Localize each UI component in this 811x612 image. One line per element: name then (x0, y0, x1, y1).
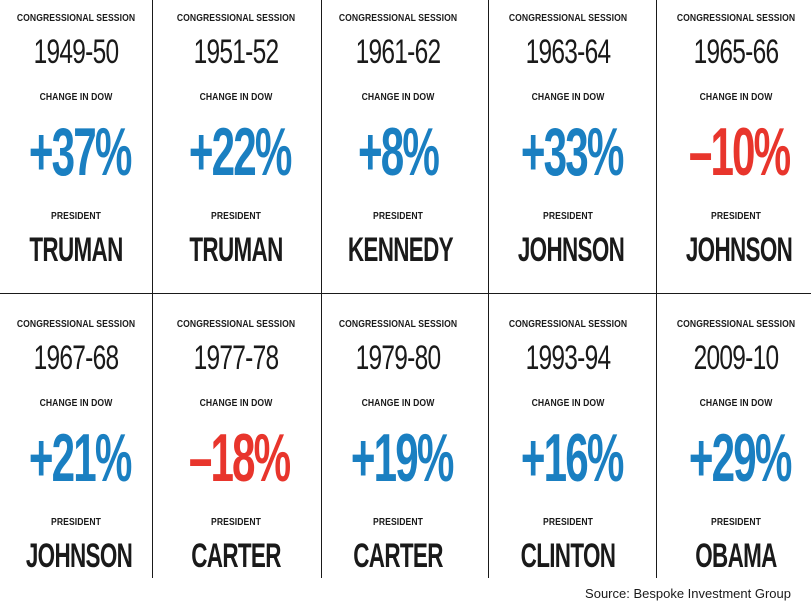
session-cell: CONGRESSIONAL SESSION 1949-50 CHANGE IN DO… (0, 0, 152, 290)
dow-by-congress-grid: CONGRESSIONAL SESSION 1949-50 CHANGE IN DO… (0, 0, 811, 578)
session-label: CONGRESSIONAL SESSION (508, 12, 628, 24)
president-name: JOHNSON (517, 231, 625, 269)
session-label: CONGRESSIONAL SESSION (176, 318, 296, 330)
dow-change-value: +21% (28, 420, 132, 496)
president-label: PRESIDENT (710, 516, 762, 528)
column-divider (152, 0, 153, 578)
session-cell: CONGRESSIONAL SESSION 1979-80 CHANGE IN DO… (322, 306, 474, 596)
president-label: PRESIDENT (210, 516, 262, 528)
session-label: CONGRESSIONAL SESSION (16, 12, 136, 24)
president-label: PRESIDENT (210, 210, 262, 222)
session-cell: CONGRESSIONAL SESSION 1967-68 CHANGE IN DO… (0, 306, 152, 596)
change-label: CHANGE IN DOW (361, 91, 435, 103)
session-years: 1961-62 (355, 33, 442, 71)
change-label: CHANGE IN DOW (361, 397, 435, 409)
change-label: CHANGE IN DOW (39, 91, 113, 103)
session-label: CONGRESSIONAL SESSION (16, 318, 136, 330)
session-label: CONGRESSIONAL SESSION (508, 318, 628, 330)
change-label: CHANGE IN DOW (699, 397, 773, 409)
dow-change-value: +22% (188, 114, 292, 190)
change-label: CHANGE IN DOW (199, 397, 273, 409)
change-label: CHANGE IN DOW (531, 397, 605, 409)
president-label: PRESIDENT (710, 210, 762, 222)
change-label: CHANGE IN DOW (699, 91, 773, 103)
session-years: 1963-64 (525, 33, 612, 71)
session-label: CONGRESSIONAL SESSION (176, 12, 296, 24)
session-years: 1951-52 (193, 33, 280, 71)
row-divider (0, 293, 811, 294)
dow-change-value: –10% (688, 114, 791, 190)
president-name: CARTER (191, 537, 281, 575)
dow-change-value: +8% (358, 114, 440, 190)
dow-change-value: +19% (350, 420, 454, 496)
session-cell: CONGRESSIONAL SESSION 1965-66 CHANGE IN DO… (660, 0, 811, 290)
column-divider (321, 0, 322, 578)
president-label: PRESIDENT (372, 516, 424, 528)
dow-change-value: +37% (28, 114, 132, 190)
dow-change-value: –18% (188, 420, 291, 496)
session-years: 1949-50 (33, 33, 120, 71)
president-name: TRUMAN (29, 231, 123, 269)
president-label: PRESIDENT (50, 516, 102, 528)
session-cell: CONGRESSIONAL SESSION 1993-94 CHANGE IN DO… (492, 306, 644, 596)
session-years: 1967-68 (33, 339, 120, 377)
session-label: CONGRESSIONAL SESSION (676, 318, 796, 330)
president-name: KENNEDY (347, 231, 454, 269)
column-divider (488, 0, 489, 578)
president-name: TRUMAN (189, 231, 283, 269)
president-name: JOHNSON (25, 537, 133, 575)
session-years: 2009-10 (693, 339, 780, 377)
president-name: JOHNSON (685, 231, 793, 269)
dow-change-value: +33% (520, 114, 624, 190)
change-label: CHANGE IN DOW (531, 91, 605, 103)
president-name: CARTER (353, 537, 443, 575)
session-years: 1993-94 (525, 339, 612, 377)
change-label: CHANGE IN DOW (39, 397, 113, 409)
session-years: 1965-66 (693, 33, 780, 71)
president-name: CLINTON (520, 537, 616, 575)
president-label: PRESIDENT (542, 516, 594, 528)
session-label: CONGRESSIONAL SESSION (338, 12, 458, 24)
source-note: Source: Bespoke Investment Group (585, 586, 791, 601)
session-years: 1977-78 (193, 339, 280, 377)
dow-change-value: +16% (520, 420, 624, 496)
session-cell: CONGRESSIONAL SESSION 2009-10 CHANGE IN DO… (660, 306, 811, 596)
session-cell: CONGRESSIONAL SESSION 1977-78 CHANGE IN DO… (160, 306, 312, 596)
session-cell: CONGRESSIONAL SESSION 1963-64 CHANGE IN DO… (492, 0, 644, 290)
president-label: PRESIDENT (542, 210, 594, 222)
session-cell: CONGRESSIONAL SESSION 1961-62 CHANGE IN DO… (322, 0, 474, 290)
change-label: CHANGE IN DOW (199, 91, 273, 103)
dow-change-value: +29% (688, 420, 792, 496)
session-cell: CONGRESSIONAL SESSION 1951-52 CHANGE IN DO… (160, 0, 312, 290)
president-label: PRESIDENT (50, 210, 102, 222)
column-divider (656, 0, 657, 578)
president-name: OBAMA (695, 537, 777, 575)
session-label: CONGRESSIONAL SESSION (676, 12, 796, 24)
session-years: 1979-80 (355, 339, 442, 377)
president-label: PRESIDENT (372, 210, 424, 222)
session-label: CONGRESSIONAL SESSION (338, 318, 458, 330)
